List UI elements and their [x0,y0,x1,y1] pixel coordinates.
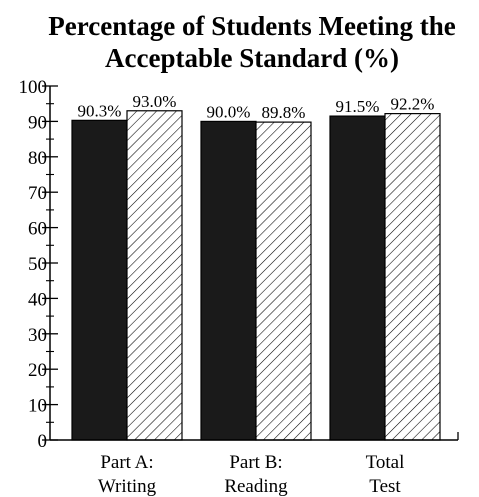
y-tick-label: 70 [28,183,47,204]
bar-solid [71,119,128,441]
y-tick-label: 80 [28,148,47,169]
data-labels: 90.3% 93.0% 90.0% 89.8% 91.5% 92.2% [78,92,435,122]
category-label: Part A: [100,452,153,473]
y-tick-label: 50 [28,254,47,275]
data-label: 90.3% [78,101,122,120]
bar-hatched [255,121,312,441]
data-label: 91.5% [336,97,380,116]
y-tick-label: 100 [19,77,48,98]
y-tick-label: 30 [28,325,47,346]
y-axis: 0 10 20 30 40 50 60 70 80 90 100 [19,77,58,452]
category-label: Test [369,476,401,497]
category-label: Part B: [229,452,282,473]
bar-hatched [126,110,183,441]
y-tick-label: 10 [28,396,47,417]
y-tick-label: 20 [28,360,47,381]
category-label: Reading [224,476,288,497]
category-label: Total [366,452,405,473]
bars [71,110,441,441]
data-label: 90.0% [207,102,251,121]
data-label: 89.8% [262,103,306,122]
data-label: 92.2% [391,95,435,114]
y-tick-label: 0 [38,431,48,452]
x-axis [50,432,459,441]
chart-title-line-2: Acceptable Standard (%) [105,43,399,73]
chart-title-line-1: Percentage of Students Meeting the [48,11,455,41]
bar-solid [329,115,386,441]
category-labels: Part A: Writing Part B: Reading Total Test [98,452,405,497]
y-tick-label: 90 [28,112,47,133]
y-tick-label: 40 [28,289,47,310]
category-label: Writing [98,476,157,497]
bar-solid [200,120,257,441]
y-tick-label: 60 [28,219,47,240]
data-label: 93.0% [133,92,177,111]
bar-hatched [384,113,441,441]
